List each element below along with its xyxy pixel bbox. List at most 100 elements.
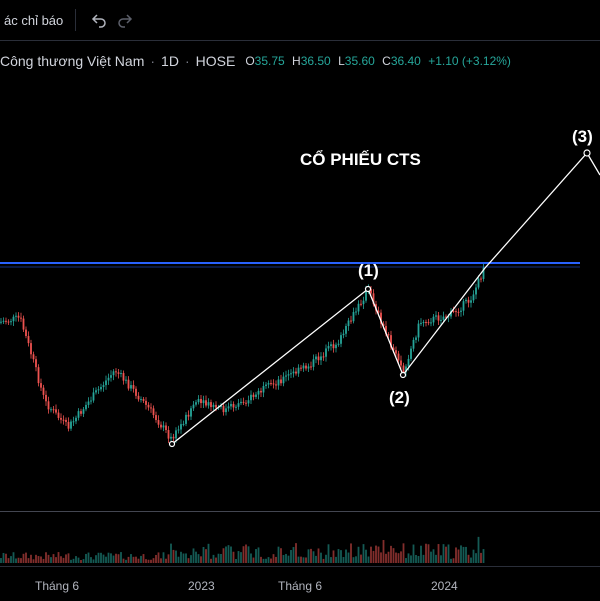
wave-label-2[interactable]: (2) — [389, 388, 410, 407]
volume-bar — [50, 557, 52, 563]
candle-body — [57, 412, 60, 418]
candle-body — [207, 402, 210, 406]
volume-bar — [97, 552, 100, 563]
interval[interactable]: 1D — [161, 53, 179, 69]
candle-body — [290, 373, 292, 375]
volume-bar — [77, 557, 80, 563]
candle-body — [262, 386, 265, 393]
candle-body — [197, 398, 200, 403]
volume-bar — [467, 554, 470, 563]
volume-bar — [282, 555, 285, 563]
candle-body — [200, 398, 202, 404]
volume-bar — [65, 554, 67, 563]
candlestick-series — [0, 263, 485, 443]
volume-bar — [365, 549, 367, 563]
volume-bar — [392, 548, 395, 563]
volume-bar — [142, 554, 145, 563]
candle-body — [177, 429, 180, 431]
volume-bar — [270, 558, 272, 563]
candle-body — [330, 344, 332, 347]
wave-point-0 — [168, 440, 176, 448]
candle-body — [470, 300, 472, 303]
volume-bar — [447, 544, 450, 563]
symbol-name[interactable]: Công thương Việt Nam — [0, 53, 145, 69]
volume-bar — [475, 553, 477, 563]
candle-body — [420, 322, 422, 324]
volume-bar — [157, 552, 160, 563]
wave-label-1[interactable]: (1) — [358, 261, 379, 280]
chart-annotation-title[interactable]: CỔ PHIẾU CTS — [300, 150, 421, 169]
candle-body — [70, 421, 72, 429]
close-key: C — [382, 54, 391, 68]
candle-body — [32, 354, 35, 360]
volume-bar — [185, 553, 187, 563]
volume-bar — [345, 549, 347, 563]
candle-body — [350, 320, 352, 322]
volume-bar — [380, 552, 382, 563]
volume-bar — [370, 546, 372, 563]
volume-bar — [62, 557, 65, 563]
candle-body — [437, 315, 440, 321]
candle-body — [425, 321, 427, 323]
volume-bar — [160, 558, 162, 563]
time-tick: 2023 — [188, 579, 215, 593]
volume-bar — [337, 549, 340, 563]
volume-bar — [170, 543, 172, 563]
candle-body — [185, 414, 187, 424]
candle-body — [260, 390, 262, 393]
undo-icon[interactable] — [86, 7, 112, 33]
close-value: 36.40 — [390, 54, 421, 68]
volume-bar — [292, 547, 295, 563]
volume-bar — [332, 550, 335, 563]
volume-bar — [37, 556, 40, 563]
candle-body — [67, 421, 70, 429]
volume-bar — [250, 553, 252, 563]
candle-body — [92, 392, 95, 401]
volume-bar — [400, 551, 402, 563]
candle-body — [257, 390, 260, 395]
candle-body — [315, 356, 317, 360]
volume-bar — [67, 553, 70, 563]
candle-body — [25, 329, 27, 337]
wave-label-3[interactable]: (3) — [572, 127, 593, 146]
candle-body — [347, 320, 350, 327]
volume-bar — [280, 548, 282, 563]
volume-bar — [285, 553, 287, 563]
volume-bar — [32, 559, 35, 563]
candle-body — [182, 423, 185, 425]
candle-body — [427, 322, 430, 324]
candle-body — [402, 365, 405, 373]
volume-bar — [57, 552, 60, 563]
volume-bar — [212, 554, 215, 563]
volume-bar — [145, 559, 147, 563]
volume-bar — [125, 559, 127, 563]
candle-body — [210, 402, 212, 408]
candle-body — [90, 400, 92, 402]
candle-body — [480, 278, 482, 280]
candle-body — [125, 379, 127, 381]
candle-body — [120, 373, 122, 375]
volume-bar — [415, 555, 417, 563]
candle-body — [457, 311, 460, 313]
candle-body — [20, 317, 22, 319]
candle-body — [270, 383, 272, 385]
volume-bar — [317, 548, 320, 563]
volume-bar — [355, 556, 357, 563]
candle-body — [30, 343, 32, 355]
time-axis[interactable]: Tháng 6 2023 Tháng 6 2024 — [0, 566, 600, 601]
volume-bar — [72, 558, 75, 563]
candle-body — [215, 404, 217, 408]
volume-bar — [440, 555, 442, 563]
volume-bar — [480, 552, 482, 563]
volume-pane-separator[interactable] — [0, 511, 600, 512]
candle-body — [212, 404, 215, 408]
volume-bar — [390, 545, 392, 563]
candle-body — [417, 323, 420, 338]
volume-bar — [342, 557, 345, 563]
indicators-button[interactable]: ác chỉ báo — [4, 12, 64, 28]
candle-body — [175, 430, 177, 439]
redo-icon[interactable] — [112, 7, 138, 33]
candle-body — [117, 372, 120, 374]
volume-bar — [230, 546, 232, 563]
